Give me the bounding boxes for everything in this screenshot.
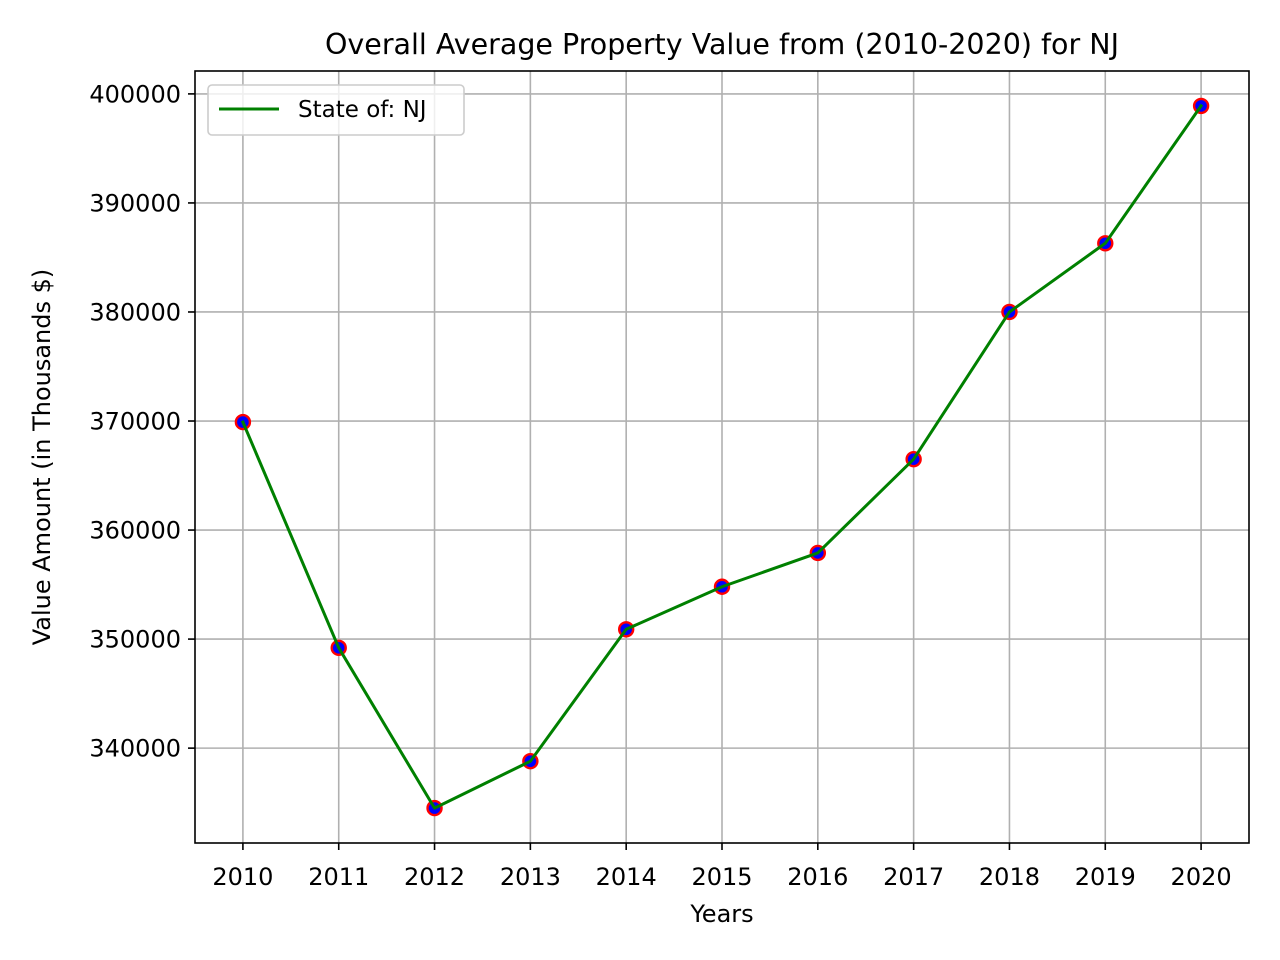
x-tick-label: 2011 — [308, 863, 369, 891]
x-tick-label: 2018 — [979, 863, 1040, 891]
x-tick-label: 2014 — [596, 863, 657, 891]
x-tick-label: 2017 — [883, 863, 944, 891]
y-tick-label: 360000 — [89, 517, 181, 545]
x-tick-label: 2016 — [787, 863, 848, 891]
y-tick-label: 390000 — [89, 189, 181, 217]
x-tick-label: 2020 — [1171, 863, 1232, 891]
legend: State of: NJ — [207, 84, 465, 136]
legend-box — [207, 84, 465, 136]
chart-title: Overall Average Property Value from (201… — [325, 28, 1119, 61]
legend-label: State of: NJ — [298, 97, 427, 123]
x-tick-label: 2015 — [691, 863, 752, 891]
x-axis-label: Years — [689, 900, 753, 928]
x-tick-label: 2013 — [500, 863, 561, 891]
y-tick-label: 350000 — [89, 626, 181, 654]
series-line — [240, 103, 1204, 810]
y-tick-label: 400000 — [89, 80, 181, 108]
y-axis: 340000 350000 360000 370000 380000 390000 4000… — [89, 80, 195, 763]
x-axis: 2010 2011 2012 2013 2014 2015 2016 2017 2018 2019… — [212, 843, 1232, 891]
y-tick-label: 370000 — [89, 408, 181, 436]
y-axis-label: Value Amount (in Thousands $) — [28, 269, 56, 646]
y-tick-label: 380000 — [89, 298, 181, 326]
y-tick-label: 340000 — [89, 735, 181, 763]
plot-area-frame — [194, 70, 1250, 844]
series-group — [234, 97, 1210, 817]
x-tick-label: 2019 — [1075, 863, 1136, 891]
grid — [195, 71, 1249, 843]
x-tick-label: 2010 — [212, 863, 273, 891]
series-layer — [234, 97, 1210, 817]
x-tick-label: 2012 — [404, 863, 465, 891]
